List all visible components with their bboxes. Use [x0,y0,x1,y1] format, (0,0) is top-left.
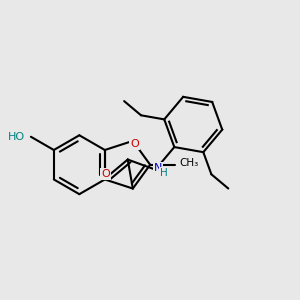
Text: CH₃: CH₃ [180,158,199,168]
Text: O: O [130,140,139,149]
Text: O: O [101,169,110,179]
Text: H: H [160,168,167,178]
Text: HO: HO [8,132,25,142]
Text: N: N [154,163,162,173]
